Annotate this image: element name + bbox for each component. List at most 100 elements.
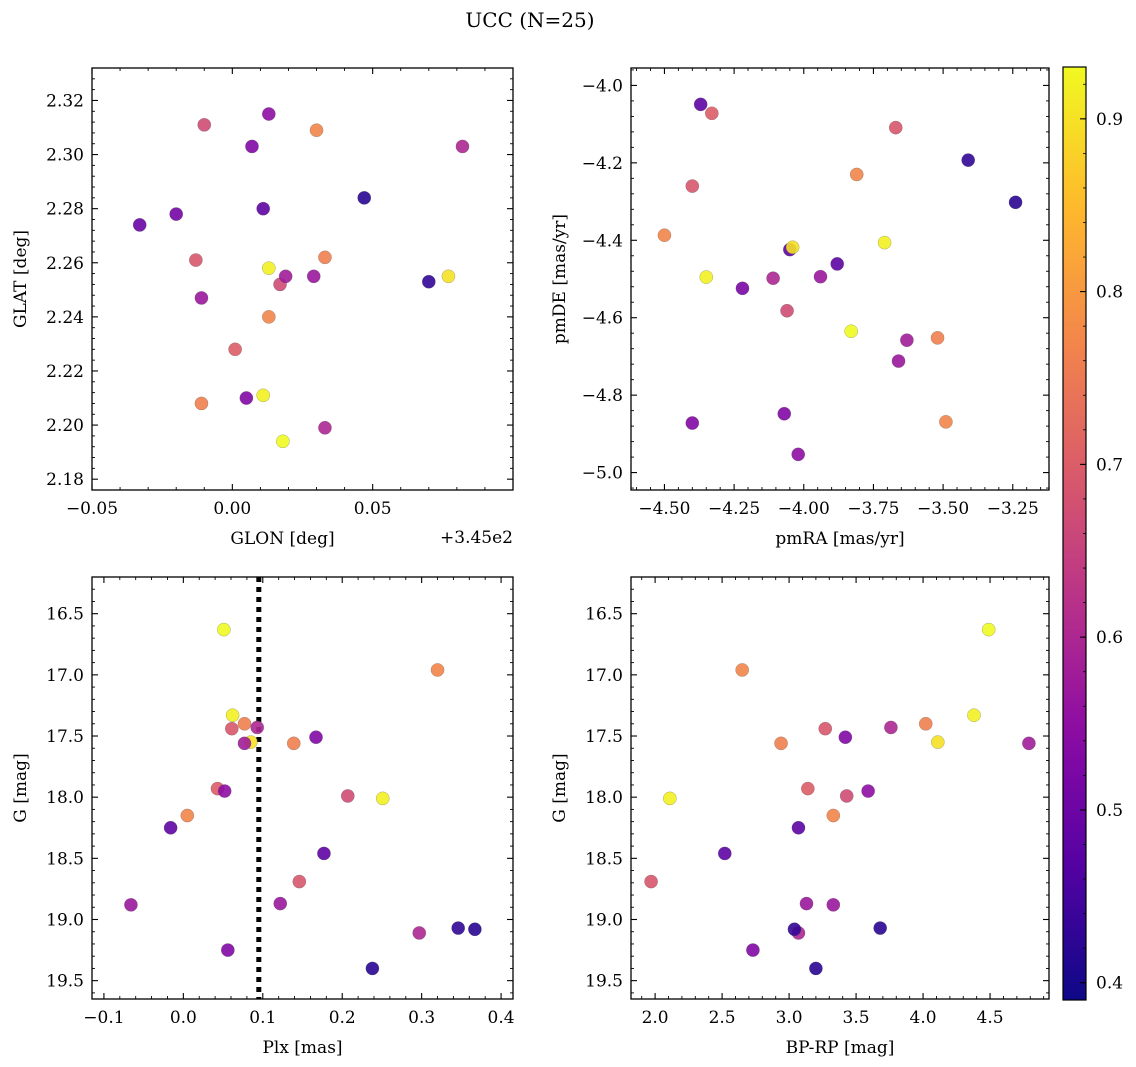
y-tick-label: 2.26 xyxy=(46,254,84,274)
scatter-point xyxy=(939,415,953,429)
y-tick-label: 2.28 xyxy=(46,200,84,220)
x-axis-label: Plx [mas] xyxy=(262,1038,342,1058)
scatter-points xyxy=(132,107,470,449)
x-tick-label: 0.1 xyxy=(249,1008,276,1028)
scatter-point xyxy=(306,269,321,284)
x-tick-label: −4.25 xyxy=(708,499,760,519)
x-tick-label: 0.4 xyxy=(488,1008,515,1028)
colorbar-tick-label: 0.8 xyxy=(1096,283,1123,303)
x-tick-label: 0.00 xyxy=(213,499,251,519)
y-axis-label: pmDE [mas/yr] xyxy=(550,214,570,344)
y-tick-label: 16.5 xyxy=(46,605,84,625)
y-tick-label: −4.2 xyxy=(582,154,623,174)
scatter-point xyxy=(693,97,708,112)
scatter-point xyxy=(884,720,898,735)
scatter-point xyxy=(657,228,672,243)
y-tick-label: 17.5 xyxy=(585,727,623,747)
scatter-point xyxy=(830,257,845,271)
x-tick-label: 4.5 xyxy=(977,1008,1004,1028)
scatter-point xyxy=(791,820,806,835)
y-tick-label: 19.5 xyxy=(46,972,84,992)
scatter-point xyxy=(239,391,254,405)
scatter-point xyxy=(309,123,324,138)
panel-top-right: −4.50 −4.25 −4.00 −3.75 −3.50 −3.25 −5.0 −4.8 −4… xyxy=(550,67,1050,549)
axes-frame xyxy=(630,576,1050,1000)
scatter-point xyxy=(163,820,178,835)
scatter-point xyxy=(780,303,794,318)
scatter-point xyxy=(839,789,854,803)
x-axis-label: BP-RP [mag] xyxy=(786,1038,895,1058)
scatter-point xyxy=(189,253,203,267)
scatter-point xyxy=(318,420,332,435)
scatter-point xyxy=(237,716,252,731)
scatter-point xyxy=(931,735,945,749)
scatter-point xyxy=(717,846,732,861)
scatter-point xyxy=(365,961,380,976)
scatter-points xyxy=(657,97,1023,462)
axes-frame xyxy=(91,67,514,491)
scatter-point xyxy=(818,721,833,736)
scatter-point xyxy=(746,943,760,957)
scatter-point xyxy=(849,167,864,182)
scatter-point xyxy=(441,269,456,284)
scatter-point xyxy=(826,898,841,912)
scatter-point xyxy=(735,663,749,677)
y-axis-label: GLAT [deg] xyxy=(11,230,31,328)
scatter-point xyxy=(221,943,235,957)
x-tick-label: 0.05 xyxy=(354,499,392,519)
scatter-point xyxy=(276,434,290,449)
scatter-point xyxy=(256,388,271,403)
colorbar: 0.4 0.5 0.6 0.7 0.8 0.9 xyxy=(1062,66,1123,1001)
x-tick-label: −3.75 xyxy=(847,499,899,519)
scatter-point xyxy=(981,622,996,637)
scatter-point xyxy=(217,622,231,637)
y-tick-label: 2.24 xyxy=(46,308,84,328)
scatter-point xyxy=(256,201,271,216)
scatter-point xyxy=(826,808,841,823)
panel-bottom-left: −0.1 0.0 0.1 0.2 0.3 0.4 16.5 17.0 17.5 18.0 18.5 1… xyxy=(11,576,515,1058)
scatter-point xyxy=(180,808,195,823)
scatter-point xyxy=(801,781,815,796)
colorbar-tick-label: 0.6 xyxy=(1096,628,1123,648)
scatter-point xyxy=(245,139,259,154)
scatter-point xyxy=(412,926,427,940)
x-tick-label: 0.0 xyxy=(170,1008,197,1028)
scatter-point xyxy=(309,730,323,745)
colorbar-tick-label: 0.7 xyxy=(1096,455,1123,475)
y-tick-label: 16.5 xyxy=(585,605,623,625)
colorbar-tick-label: 0.4 xyxy=(1096,974,1123,994)
x-axis-label: GLON [deg] xyxy=(230,529,334,549)
y-tick-label: 2.22 xyxy=(46,362,84,382)
y-tick-label: 17.0 xyxy=(585,666,623,686)
scatter-point xyxy=(961,153,975,167)
y-tick-label: 19.0 xyxy=(46,910,84,930)
colorbar-gradient xyxy=(1062,66,1087,1001)
y-tick-label: 17.0 xyxy=(46,666,84,686)
scatter-point xyxy=(663,791,677,806)
scatter-point xyxy=(809,961,823,976)
panel-top-left: −0.05 0.00 0.05 2.18 2.20 2.22 2.24 2.26 2.28 2.3… xyxy=(11,67,514,549)
scatter-point xyxy=(791,447,806,462)
y-tick-label: 2.18 xyxy=(46,470,84,490)
scatter-point xyxy=(735,281,750,296)
x-tick-label: −3.50 xyxy=(917,499,969,519)
scatter-point xyxy=(877,235,892,250)
colorbar-tick-label: 0.5 xyxy=(1096,801,1123,821)
scatter-point xyxy=(132,218,147,232)
scatter-point xyxy=(194,291,209,305)
scatter-point xyxy=(292,874,307,889)
scatter-point xyxy=(685,416,700,430)
scatter-point xyxy=(273,896,288,911)
y-tick-label: 19.5 xyxy=(585,972,623,992)
scatter-point xyxy=(813,269,828,284)
scatter-point xyxy=(685,179,700,193)
scatter-point xyxy=(644,874,658,889)
x-offset-text: +3.45e2 xyxy=(440,528,513,548)
scatter-point xyxy=(785,240,800,255)
scatter-point xyxy=(286,736,301,751)
scatter-point xyxy=(787,922,802,937)
scatter-point xyxy=(930,331,945,345)
axes-frame xyxy=(91,576,514,1000)
x-tick-label: 0.3 xyxy=(408,1008,435,1028)
